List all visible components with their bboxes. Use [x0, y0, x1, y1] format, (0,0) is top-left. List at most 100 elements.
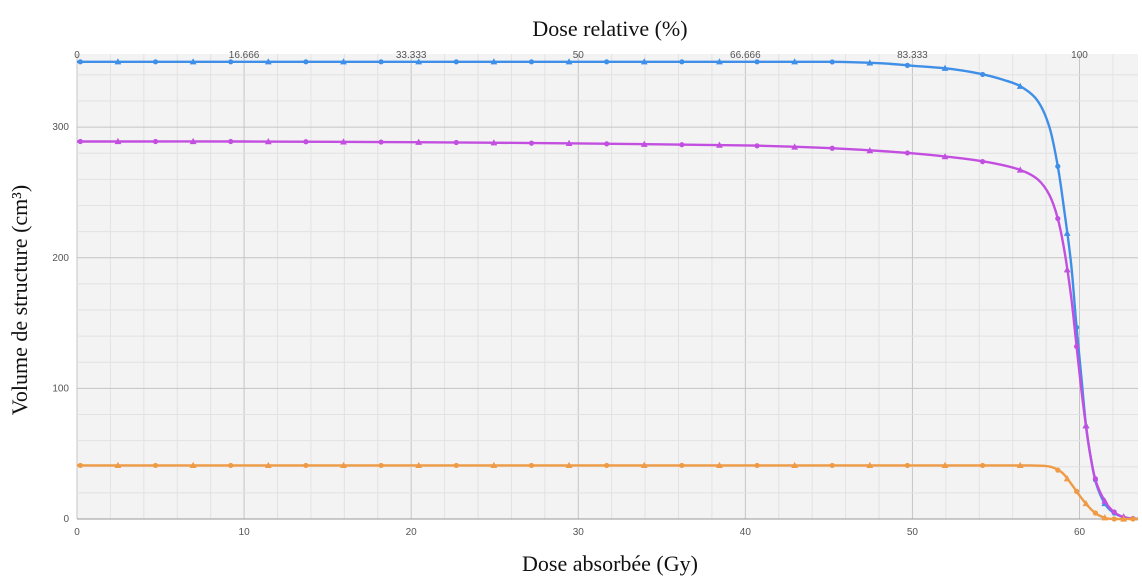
data-point-circle	[679, 462, 685, 469]
data-point-circle	[754, 462, 760, 469]
x-tick-label: 40	[740, 527, 752, 538]
series-3	[77, 461, 1139, 522]
series-2	[76, 137, 1139, 522]
data-point-circle	[1130, 516, 1136, 522]
data-point-triangle	[640, 58, 648, 65]
data-point-triangle	[1063, 475, 1071, 482]
series-layer	[76, 58, 1139, 522]
data-point-circle	[1055, 215, 1061, 222]
tick-labels: 0 10 20 30 40 50 60 0 100 200 300 0 16.666 33.333 50 66…	[52, 50, 1088, 538]
data-point-triangle	[490, 461, 498, 469]
x2-tick-label: 16.666	[229, 50, 260, 61]
x-tick-label: 60	[1074, 527, 1086, 538]
data-point-triangle	[866, 59, 874, 66]
data-point-circle	[980, 462, 986, 469]
data-point-triangle	[114, 58, 122, 65]
data-point-circle	[77, 59, 83, 65]
data-point-circle	[1073, 488, 1080, 494]
x-tick-label: 0	[74, 527, 80, 538]
data-point-triangle	[264, 461, 272, 469]
plot-area	[77, 54, 1138, 519]
data-point-triangle	[866, 147, 874, 154]
data-point-triangle	[791, 461, 799, 469]
data-point-triangle	[415, 461, 423, 469]
data-point-triangle	[1063, 229, 1071, 236]
data-point-triangle	[1016, 166, 1024, 173]
data-point-triangle	[340, 461, 347, 469]
data-point-triangle	[716, 141, 723, 148]
x-tick-label: 50	[907, 527, 919, 538]
data-point-triangle	[1082, 422, 1090, 429]
data-point-triangle	[565, 139, 573, 147]
data-point-circle	[378, 59, 384, 65]
data-point-triangle	[189, 461, 197, 469]
data-point-circle	[228, 462, 234, 469]
data-point-circle	[303, 139, 309, 145]
data-point-circle	[1111, 509, 1117, 515]
data-point-circle	[980, 71, 986, 78]
data-point-triangle	[640, 461, 648, 469]
data-point-circle	[152, 138, 159, 145]
data-point-triangle	[340, 138, 347, 145]
x2-axis-title: Dose relative (%)	[532, 16, 687, 41]
data-point-triangle	[791, 143, 799, 150]
data-point-triangle	[791, 58, 799, 65]
data-point-circle	[829, 462, 835, 469]
data-point-circle	[228, 59, 234, 65]
data-point-circle	[228, 138, 234, 145]
data-point-circle	[378, 139, 384, 145]
data-point-circle	[904, 150, 911, 156]
data-point-circle	[1055, 467, 1061, 473]
data-point-circle	[152, 59, 159, 65]
data-point-triangle	[490, 58, 498, 65]
data-point-circle	[604, 59, 610, 65]
data-point-circle	[604, 462, 610, 469]
data-point-triangle	[1016, 461, 1024, 469]
data-point-triangle	[340, 58, 347, 65]
data-point-circle	[1092, 476, 1098, 482]
data-point-circle	[604, 141, 610, 147]
data-point-triangle	[1120, 515, 1127, 522]
data-point-circle	[453, 462, 459, 469]
data-point-triangle	[415, 138, 423, 145]
data-point-circle	[1092, 510, 1098, 516]
data-point-triangle	[941, 461, 949, 469]
y-tick-label: 100	[52, 383, 69, 394]
x2-tick-label: 0	[74, 50, 80, 61]
data-point-triangle	[189, 58, 197, 65]
data-point-circle	[1111, 516, 1117, 522]
data-point-triangle	[1016, 82, 1024, 89]
data-point-triangle	[866, 461, 874, 469]
grid	[76, 54, 1138, 520]
data-point-circle	[528, 140, 535, 146]
x2-tick-label: 33.333	[396, 50, 427, 61]
y-tick-label: 300	[52, 122, 69, 133]
data-point-triangle	[114, 461, 122, 469]
x2-tick-label: 83.333	[897, 50, 928, 61]
data-point-circle	[303, 462, 309, 469]
data-point-circle	[980, 159, 986, 165]
data-point-circle	[152, 462, 159, 469]
data-point-circle	[303, 59, 309, 65]
data-point-triangle	[189, 137, 197, 145]
data-point-circle	[453, 139, 459, 146]
data-point-circle	[77, 462, 83, 469]
data-point-circle	[754, 59, 760, 65]
data-point-circle	[378, 462, 384, 469]
x2-tick-label: 66.666	[730, 50, 761, 61]
data-point-circle	[77, 138, 83, 145]
data-point-triangle	[941, 64, 949, 71]
data-point-circle	[829, 59, 835, 65]
data-point-circle	[754, 143, 760, 149]
data-point-circle	[528, 462, 535, 469]
x2-tick-label: 100	[1071, 50, 1088, 61]
data-point-circle	[528, 59, 535, 65]
data-point-triangle	[716, 58, 723, 65]
data-point-circle	[829, 145, 835, 151]
y-tick-label: 200	[52, 253, 69, 264]
data-point-circle	[904, 462, 911, 469]
x-tick-label: 30	[573, 527, 585, 538]
data-point-circle	[904, 62, 911, 68]
data-point-triangle	[941, 153, 949, 160]
